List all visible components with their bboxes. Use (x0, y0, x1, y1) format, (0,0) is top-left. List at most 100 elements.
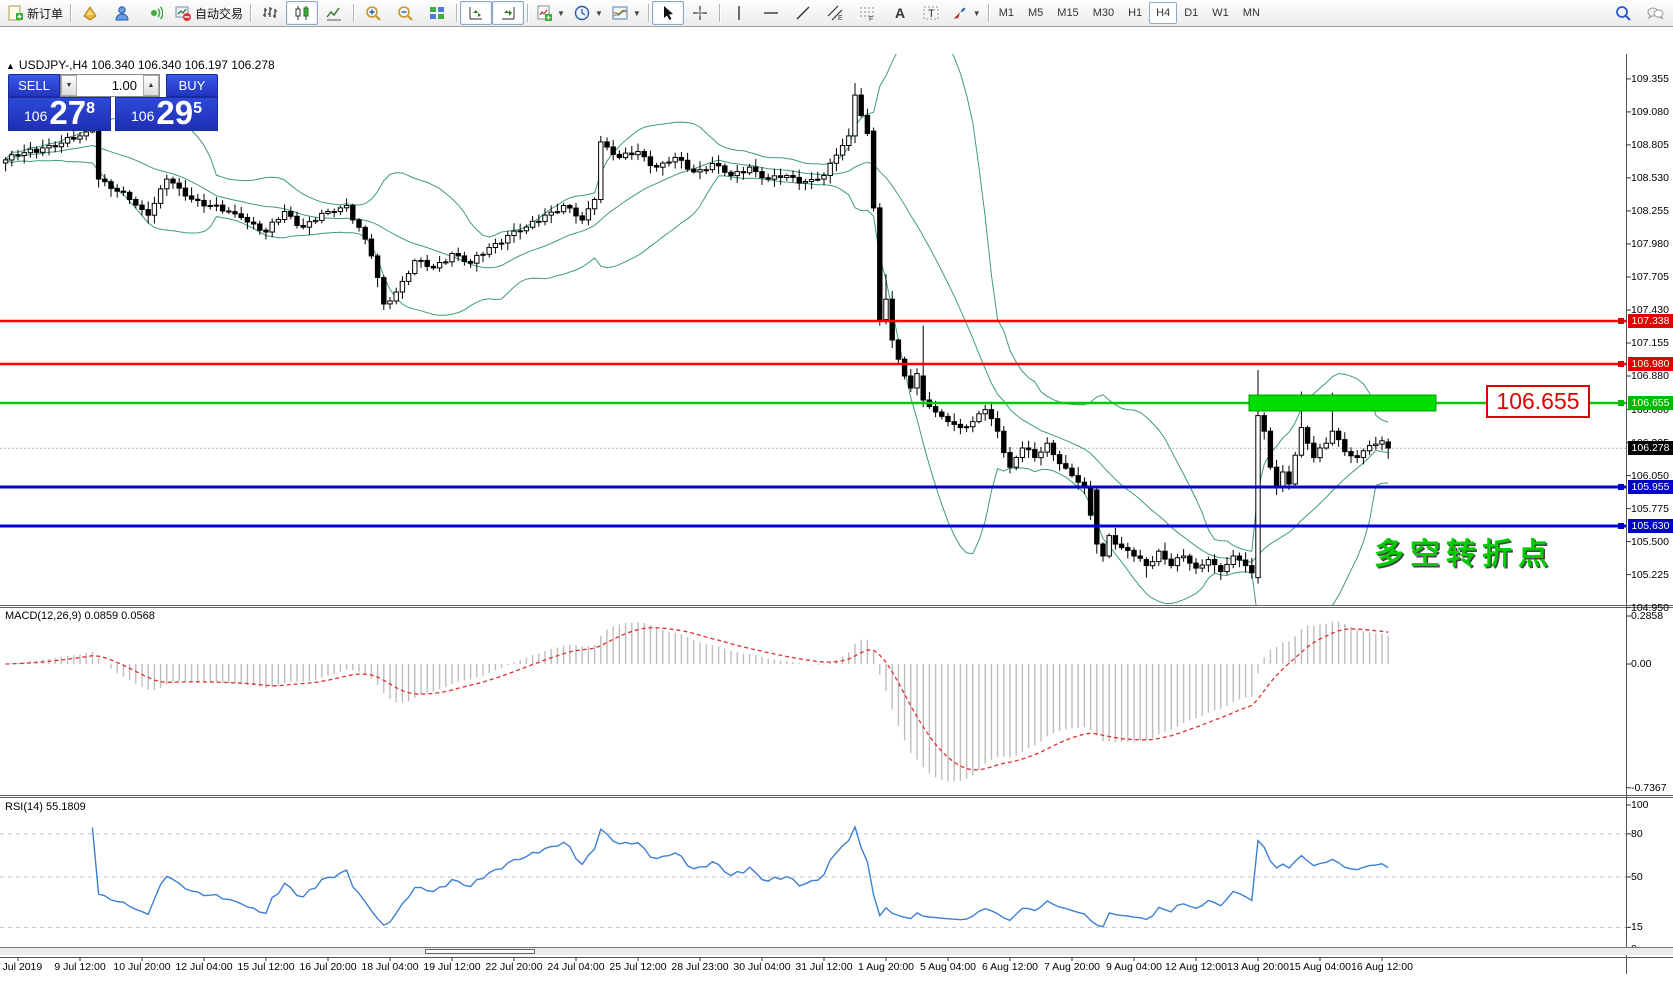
time-axis-label: 16 Aug 12:00 (1351, 961, 1413, 973)
periods-button[interactable]: ▼ (569, 1, 607, 25)
autotrade-button[interactable]: 自动交易 (170, 1, 247, 25)
trend-icon (796, 6, 810, 20)
trendline-tool[interactable] (787, 1, 819, 25)
candlesticks (2, 83, 1391, 584)
dropdown-arrow-icon: ▼ (632, 8, 641, 18)
line-axis-marker (1618, 484, 1624, 490)
bar-chart-button[interactable] (254, 1, 286, 25)
arrows-icon (953, 7, 966, 19)
timeframe-m30-button[interactable]: M30 (1092, 7, 1115, 19)
price-axis-label: 107.155 (1631, 337, 1669, 349)
highlight-zone-rect[interactable] (1248, 394, 1437, 412)
chat-button[interactable] (1639, 1, 1671, 25)
zoom-out-button[interactable] (389, 1, 421, 25)
cursor-tool-button[interactable] (651, 1, 684, 25)
buy-button[interactable]: BUY (166, 74, 218, 97)
rsi-axis-label: 50 (1631, 871, 1643, 883)
buy-price[interactable]: 106 29 5 (115, 96, 218, 131)
collapse-panel-icon[interactable]: ▲ (6, 61, 15, 71)
market-watch-button[interactable] (74, 1, 106, 25)
auto-scroll-button[interactable] (460, 1, 493, 25)
timeframe-h1-button[interactable]: H1 (1128, 7, 1143, 19)
clock-icon (574, 5, 590, 21)
line-chart-button[interactable] (318, 1, 350, 25)
timeframe-h4-button[interactable]: H4 (1149, 2, 1178, 24)
level-price-label[interactable]: 106.655 (1486, 385, 1590, 418)
new-order-button[interactable]: 新订单 (2, 1, 67, 25)
macd-axis-label: -0.7367 (1631, 782, 1667, 794)
price-axis-tag: 106.980 (1628, 357, 1673, 371)
rsi-indicator-label: RSI(14) 55.1809 (5, 801, 86, 813)
template-icon (612, 6, 628, 20)
fibonacci-tool[interactable]: F (851, 1, 883, 25)
toolbar-separator (647, 4, 649, 22)
zoomout-icon (398, 6, 413, 21)
vertical-line-tool[interactable] (723, 1, 755, 25)
svg-text:E: E (838, 15, 843, 22)
rsi-pane[interactable] (0, 825, 1626, 928)
timeframe-d1-button[interactable]: D1 (1184, 7, 1199, 19)
text-label-tool[interactable]: T (915, 1, 947, 25)
line-axis-marker (1618, 361, 1624, 367)
channel-tool[interactable]: E (819, 1, 851, 25)
svg-text:F: F (869, 16, 873, 22)
arrows-tool[interactable]: ▼ (947, 1, 985, 25)
search-button[interactable] (1607, 1, 1639, 25)
fibo-icon: F (859, 7, 874, 22)
timeframe-m5-button[interactable]: M5 (1028, 7, 1044, 19)
rsi-axis-label: 15 (1631, 921, 1643, 933)
chart-annotation-text[interactable]: 多空转折点 (1374, 538, 1554, 571)
signals-button[interactable] (138, 1, 170, 25)
profile-button[interactable] (106, 1, 138, 25)
macd-axis-label: 0.2858 (1631, 610, 1664, 622)
scrollbar-thumb[interactable] (425, 949, 535, 954)
chart-canvas[interactable] (0, 27, 1673, 981)
price-axis-label: 108.255 (1631, 205, 1669, 217)
text-tool[interactable]: A (883, 1, 915, 25)
timeframe-m1-button[interactable]: M1 (998, 7, 1014, 19)
crosshair-tool-button[interactable] (684, 1, 716, 25)
toolbar-separator (250, 4, 252, 22)
volume-input[interactable]: 1.00 (111, 78, 137, 93)
volume-increase-button[interactable]: ▲ (143, 75, 159, 96)
main-toolbar: 新订单 自动交易 ▼ ▼ ▼ E F A T ▼ M1 M5 M15 M30 H1 H4 D1 W1 MN (0, 0, 1673, 27)
price-pane[interactable] (0, 29, 1626, 635)
linechart-icon (326, 7, 342, 21)
sell-price[interactable]: 106 27 8 (8, 96, 111, 131)
timeframe-mn-button[interactable]: MN (1242, 7, 1260, 19)
price-axis-tag: 107.338 (1628, 314, 1673, 328)
rsi-axis-label: 80 (1631, 828, 1643, 840)
chart-shift-button[interactable] (492, 1, 525, 25)
price-axis-label: 107.430 (1631, 304, 1669, 316)
rsi-axis-label: 100 (1631, 799, 1649, 811)
timeframe-w1-button[interactable]: W1 (1212, 7, 1229, 19)
candlestick-chart-button[interactable] (286, 1, 319, 25)
volume-decrease-button[interactable]: ▼ (61, 75, 77, 96)
hline-icon (763, 12, 778, 14)
candle-icon (295, 6, 309, 20)
templates-button[interactable]: ▼ (607, 1, 645, 25)
macd-pane[interactable] (5, 621, 1389, 782)
horizontal-line-tool[interactable] (755, 1, 787, 25)
crosshair-icon (692, 6, 707, 20)
autotrade-icon (175, 6, 192, 21)
line-axis-marker (1618, 523, 1624, 529)
zoom-in-button[interactable] (357, 1, 389, 25)
indicators-button[interactable]: ▼ (531, 1, 569, 25)
price-axis-tag: 106.278 (1628, 441, 1673, 455)
one-click-trading-panel: SELL ▼ 1.00 ▲ BUY 106 27 8 106 29 5 (8, 74, 218, 131)
timeframe-m15-button[interactable]: M15 (1057, 7, 1079, 19)
search-icon (1616, 6, 1631, 21)
sell-button[interactable]: SELL (8, 74, 60, 97)
volume-stepper: ▼ 1.00 ▲ (60, 74, 160, 97)
toolbar-separator (527, 4, 529, 22)
macd-axis-label: 0.00 (1631, 658, 1652, 670)
svg-text:A: A (895, 5, 905, 21)
price-axis-tag: 105.955 (1628, 480, 1673, 494)
macd-indicator-label: MACD(12,26,9) 0.0859 0.0568 (5, 610, 155, 622)
toolbar-separator (987, 4, 989, 22)
price-axis-label: 108.530 (1631, 172, 1669, 184)
tile-windows-button[interactable] (421, 1, 453, 25)
price-axis-label: 105.775 (1631, 503, 1669, 515)
